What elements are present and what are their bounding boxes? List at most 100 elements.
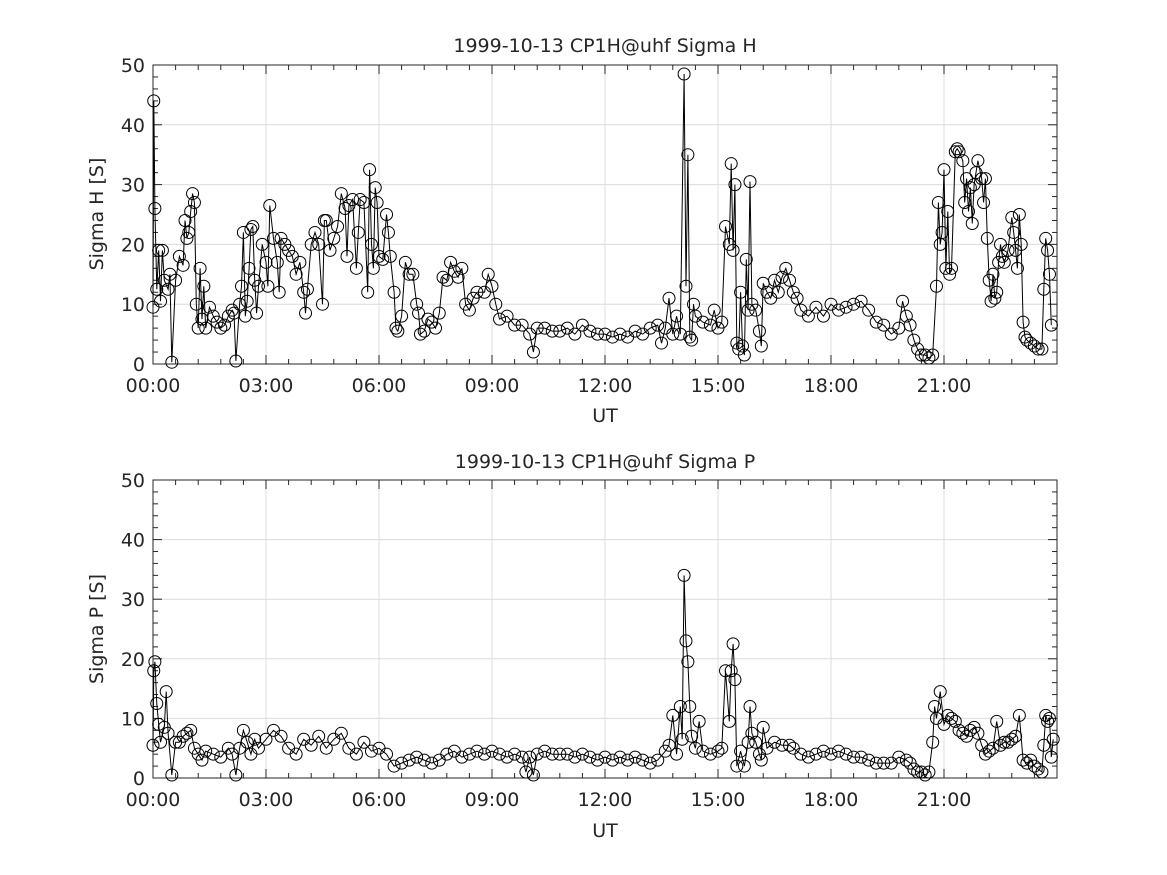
data-point [696, 315, 710, 329]
data-point [1042, 267, 1056, 281]
data-point [169, 273, 183, 287]
data-point [289, 267, 303, 281]
data-point [752, 324, 766, 338]
data-point [832, 303, 846, 317]
data-point [933, 685, 947, 699]
data-point [444, 255, 458, 269]
data-point [1037, 738, 1051, 752]
data-point [926, 735, 940, 749]
data-point [148, 655, 162, 669]
data-point [455, 750, 469, 764]
data-point [319, 741, 333, 755]
data-point [719, 219, 733, 233]
data-point [182, 225, 196, 239]
data-point [749, 735, 763, 749]
data-point [508, 318, 522, 332]
data-point [370, 196, 384, 210]
x-tick-label: 06:00 [352, 375, 407, 397]
data-point [1014, 237, 1028, 251]
x-tick-label: 15:00 [691, 789, 746, 811]
data-point [737, 348, 751, 362]
data-point [1016, 315, 1030, 329]
data-point [719, 664, 733, 678]
data-point [598, 750, 612, 764]
data-point [903, 318, 917, 332]
data-point [743, 175, 757, 189]
data-point [568, 327, 582, 341]
data-point [413, 327, 427, 341]
data-point [189, 297, 203, 311]
data-point [990, 285, 1004, 299]
data-point [1041, 243, 1055, 257]
data-point [745, 726, 759, 740]
data-point [308, 225, 322, 239]
data-point [854, 294, 868, 308]
data-point [988, 291, 1002, 305]
data-point [730, 759, 744, 773]
data-point [357, 196, 371, 210]
data-point [470, 744, 484, 758]
data-point [877, 318, 891, 332]
x-tick-label: 18:00 [804, 375, 859, 397]
data-point [685, 729, 699, 743]
data-point [739, 252, 753, 266]
data-point [681, 148, 695, 162]
data-point [436, 270, 450, 284]
data-point [381, 225, 395, 239]
data-point [199, 744, 213, 758]
data-point [233, 297, 247, 311]
data-point [229, 354, 243, 368]
data-point [180, 726, 194, 740]
data-point [425, 756, 439, 770]
data-point [847, 750, 861, 764]
data-point [553, 324, 567, 338]
data-point [651, 318, 665, 332]
data-point [165, 768, 179, 782]
data-point [340, 249, 354, 263]
data-point [971, 726, 985, 740]
data-point [922, 351, 936, 365]
x-tick-label: 03:00 [239, 375, 294, 397]
data-point [922, 765, 936, 779]
data-point [854, 750, 868, 764]
data-point [270, 255, 284, 269]
data-point [327, 231, 341, 245]
data-point [590, 327, 604, 341]
data-point [410, 297, 424, 311]
data-point [451, 270, 465, 284]
data-point [259, 255, 273, 269]
data-point [402, 267, 416, 281]
data-point [267, 231, 281, 245]
data-point [628, 750, 642, 764]
data-point [545, 324, 559, 338]
data-point [248, 732, 262, 746]
data-point [636, 753, 650, 767]
data-point [380, 208, 394, 221]
data-point [412, 306, 426, 320]
data-point [918, 348, 932, 362]
data-point [737, 759, 751, 773]
data-point [349, 747, 363, 761]
data-point [523, 750, 537, 764]
data-point [677, 67, 691, 81]
data-point [790, 291, 804, 305]
data-point [948, 714, 962, 728]
data-point [272, 285, 286, 299]
data-point [568, 750, 582, 764]
y-tick-label: 30 [121, 175, 145, 197]
data-point [907, 333, 921, 347]
data-point [666, 327, 680, 341]
data-point [147, 664, 161, 678]
data-point [545, 747, 559, 761]
data-point [673, 699, 687, 713]
data-point [508, 747, 522, 761]
data-point [289, 747, 303, 761]
sigma-h-chart: 1999-10-13 CP1H@uhf Sigma H UT Sigma H [… [86, 35, 1058, 427]
data-point [361, 285, 375, 299]
data-point [161, 726, 175, 740]
data-point [372, 249, 386, 263]
data-point [293, 255, 307, 269]
series-line [152, 575, 1054, 776]
data-point [214, 321, 228, 335]
data-point [421, 312, 435, 326]
